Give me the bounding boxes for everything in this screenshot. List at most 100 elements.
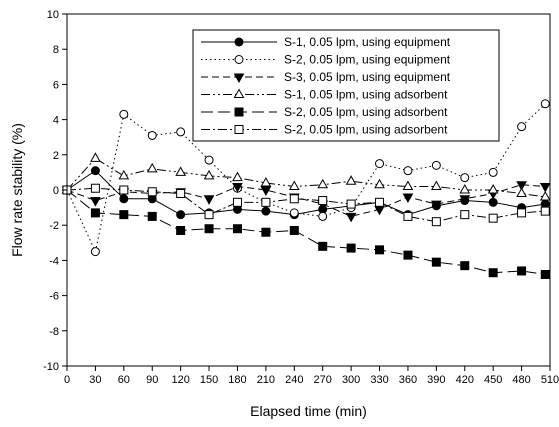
x-tick-label: 30 (89, 374, 101, 386)
data-point (317, 178, 329, 189)
data-point (375, 159, 385, 169)
y-tick-label: -6 (49, 291, 59, 303)
data-point (346, 243, 356, 253)
legend-marker (234, 37, 244, 47)
legend-entry: S-1, 0.05 lpm, using adsorbent (201, 88, 448, 102)
data-point (90, 152, 101, 162)
x-tick-label: 0 (64, 374, 70, 386)
y-tick-label: 8 (53, 44, 59, 56)
x-tick-label: 330 (370, 374, 388, 386)
data-point (119, 185, 129, 195)
x-axis-title: Elapsed time (min) (250, 403, 367, 419)
data-point (516, 187, 527, 198)
x-tick-label: 180 (228, 374, 246, 386)
data-point (540, 99, 550, 109)
data-point (118, 169, 130, 180)
legend-marker (233, 88, 245, 98)
legend-entry: S-1, 0.05 lpm, using equipment (201, 35, 451, 49)
legend-label: S-2, 0.05 lpm, using adsorbent (284, 123, 448, 137)
legend-label: S-3, 0.05 lpm, using equipment (284, 70, 451, 84)
data-point (517, 266, 527, 276)
data-point (318, 211, 328, 221)
data-point (430, 200, 442, 211)
data-point (431, 257, 441, 267)
x-tick-label: 90 (146, 374, 158, 386)
data-point (431, 160, 441, 170)
data-point (232, 182, 243, 193)
x-tick-label: 420 (456, 374, 474, 386)
data-point (90, 247, 100, 257)
data-point (289, 194, 299, 204)
data-point (261, 227, 271, 237)
legend-marker (234, 55, 244, 64)
x-tick-label: 60 (118, 374, 130, 386)
data-point (90, 166, 100, 176)
data-point (487, 183, 499, 194)
data-point (346, 199, 356, 209)
y-tick-label: -2 (49, 220, 59, 232)
x-tick-label: 210 (257, 374, 275, 386)
x-tick-label: 270 (314, 374, 332, 386)
x-tick-label: 120 (171, 374, 189, 386)
series-line (66, 187, 546, 223)
y-tick-label: -8 (49, 326, 59, 338)
series-line (66, 157, 546, 198)
data-point (402, 193, 414, 204)
legend-entry: S-2, 0.05 lpm, using equipment (201, 53, 451, 67)
y-axis: -10 -8 -6 -4 -2 0 2 4 6 8 10 (43, 9, 67, 373)
legend: S-1, 0.05 lpm, using equipment S-2, 0.05 … (192, 29, 500, 142)
x-tick-label: 450 (484, 374, 502, 386)
data-point (176, 210, 186, 220)
data-point (460, 173, 470, 183)
legend-label: S-2, 0.05 lpm, using equipment (284, 53, 451, 67)
data-point (375, 197, 385, 207)
data-point (540, 206, 550, 216)
data-point (119, 210, 129, 220)
legend-marker (234, 107, 244, 117)
data-point (488, 167, 498, 177)
data-point (403, 211, 413, 221)
series-line (66, 103, 546, 254)
data-point (203, 169, 215, 180)
data-point (147, 211, 157, 221)
data-point (517, 208, 527, 218)
legend-marker (233, 73, 245, 84)
data-point (260, 186, 272, 197)
data-point (374, 178, 385, 189)
data-point (345, 175, 357, 185)
data-point (147, 130, 157, 140)
data-point (147, 187, 157, 197)
legend-box (192, 29, 500, 142)
legend-entry: S-3, 0.05 lpm, using equipment (201, 70, 451, 84)
data-point (204, 210, 214, 220)
data-point (459, 195, 471, 205)
data-point (375, 245, 385, 255)
data-point (146, 162, 158, 173)
data-point (488, 268, 498, 278)
data-point (90, 208, 100, 218)
x-axis: 0 30 60 90 120 150 180 210 240 270 300 330 360 390 420… (64, 366, 559, 386)
data-point (176, 225, 186, 235)
y-axis-title: Flow rate stability (%) (9, 123, 25, 257)
data-point (289, 225, 299, 235)
legend-entry: S-2, 0.05 lpm, using adsorbent (201, 105, 448, 119)
data-point (403, 250, 413, 260)
y-tick-label: -4 (49, 255, 59, 267)
series-line (66, 169, 546, 216)
data-point (176, 189, 186, 199)
data-point (431, 217, 441, 227)
legend-label: S-1, 0.05 lpm, using equipment (284, 35, 451, 49)
data-point (539, 182, 551, 193)
data-point (261, 206, 271, 216)
data-point (175, 166, 187, 176)
data-point (403, 166, 413, 176)
data-point (203, 195, 215, 205)
x-tick-label: 360 (399, 374, 417, 386)
data-point (430, 180, 442, 190)
x-tick-label: 240 (285, 374, 303, 386)
y-tick-label: 0 (53, 185, 59, 197)
data-point (288, 180, 300, 190)
data-point (460, 210, 470, 220)
x-tick-label: 480 (512, 374, 530, 386)
